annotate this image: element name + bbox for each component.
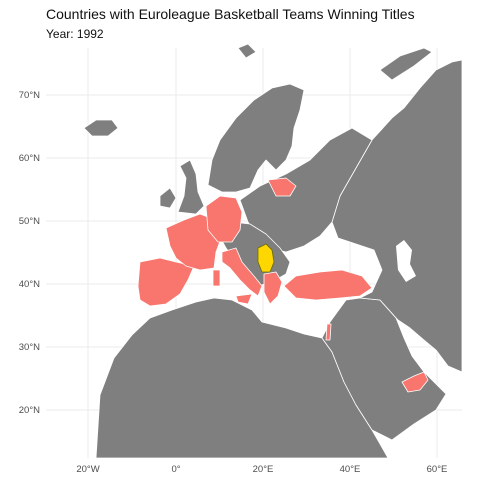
chart-title: Countries with Euroleague Basketball Tea… — [46, 6, 415, 22]
x-tick-label: 40°E — [340, 464, 361, 475]
uae-region — [401, 371, 429, 393]
y-tick-label: 20°N — [19, 405, 40, 416]
y-tick-label: 60°N — [19, 153, 40, 164]
svalbard-landmass — [237, 43, 257, 59]
x-tick-label: 60°E — [427, 464, 448, 475]
x-tick-label: 20°E — [253, 464, 274, 475]
x-tick-label: 0° — [171, 464, 180, 475]
britain-landmass — [177, 159, 205, 215]
y-tick-label: 70°N — [19, 90, 40, 101]
chart-subtitle: Year: 1992 — [46, 27, 104, 41]
iceland-landmass — [83, 119, 119, 137]
spain-region — [137, 257, 195, 307]
lithuania-region — [267, 177, 297, 197]
israel-region — [325, 323, 332, 341]
novaya-zemlya-landmass — [379, 47, 433, 81]
sardinia-region — [212, 269, 221, 287]
land-layer — [83, 43, 463, 459]
ireland-landmass — [159, 187, 177, 209]
serbia-current-winner-region — [257, 243, 275, 273]
y-tick-label: 40°N — [19, 279, 40, 290]
x-tick-label: 20°W — [76, 464, 99, 475]
sicily-region — [235, 293, 253, 305]
scandinavia-landmass — [207, 83, 305, 193]
germany-region — [205, 195, 243, 243]
asia-landmass — [331, 59, 463, 373]
italy-region — [221, 247, 263, 297]
y-tick-label: 50°N — [19, 216, 40, 227]
caspian-sea — [396, 240, 416, 282]
turkey-region — [283, 269, 373, 301]
past-winners-layer — [137, 177, 429, 393]
greece-region — [263, 271, 283, 305]
y-tick-label: 30°N — [19, 342, 40, 353]
